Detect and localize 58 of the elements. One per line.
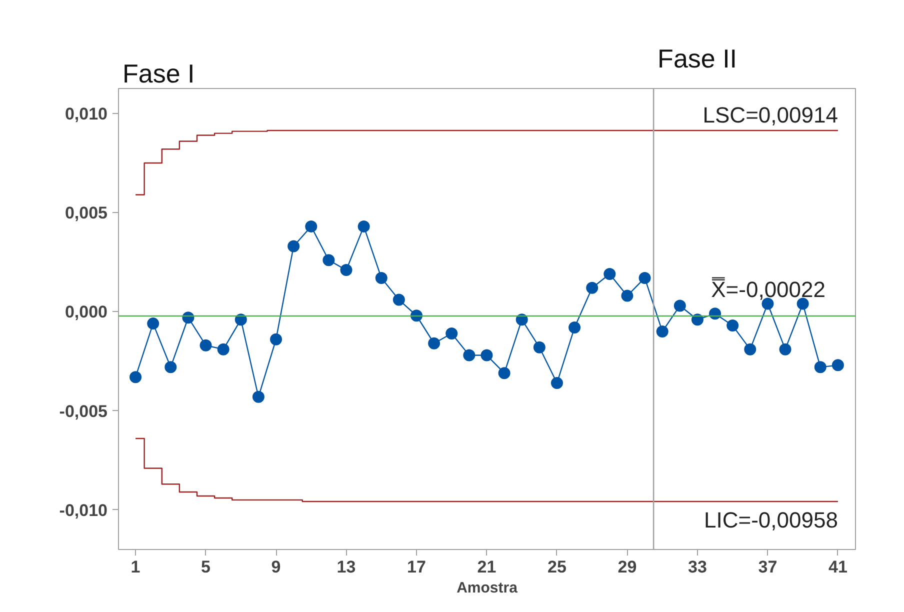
- x-tick-label: 29: [618, 558, 637, 576]
- x-tick-label: 17: [407, 558, 426, 576]
- point: [638, 272, 651, 284]
- point: [691, 314, 704, 326]
- point: [252, 390, 264, 403]
- point: [568, 322, 581, 334]
- point: [130, 371, 142, 384]
- x-tick-label: 37: [758, 558, 778, 576]
- y-tick-label: -0,010: [59, 500, 108, 520]
- point: [586, 282, 598, 294]
- point: [305, 220, 318, 232]
- point: [428, 337, 440, 350]
- point: [779, 343, 792, 356]
- point: [270, 333, 282, 346]
- annotation: LSC=0,00914: [702, 102, 838, 128]
- point: [498, 367, 510, 380]
- x-tick-label: 33: [688, 558, 707, 576]
- point: [375, 272, 388, 284]
- point: [446, 327, 458, 340]
- point: [744, 343, 756, 356]
- x-tick-label: 41: [828, 558, 848, 576]
- point: [604, 268, 616, 280]
- point: [726, 320, 739, 332]
- point: [217, 343, 230, 356]
- point: [463, 349, 476, 362]
- point: [621, 290, 634, 302]
- x-tick-label: 21: [477, 558, 496, 576]
- point: [164, 361, 177, 374]
- x-tick-label: 5: [201, 558, 211, 576]
- point: [288, 240, 300, 252]
- point: [234, 314, 247, 326]
- text: Fase I: [122, 58, 195, 88]
- x-tick-label: 13: [336, 558, 356, 576]
- x-tick-label: 9: [271, 558, 281, 576]
- point: [814, 361, 826, 374]
- y-tick-label: -0,005: [59, 402, 108, 421]
- point: [340, 264, 352, 276]
- point: [392, 294, 405, 306]
- ref-line-label: X̿=-0,00022: [711, 277, 826, 302]
- point: [533, 341, 546, 354]
- point: [832, 359, 844, 372]
- x-axis-title: Amostra: [456, 580, 518, 596]
- y-tick-label: 0,005: [64, 204, 108, 223]
- y-tick-label: 0,010: [64, 104, 108, 124]
- point: [516, 314, 528, 326]
- point: [674, 300, 686, 312]
- point: [322, 254, 335, 266]
- point: [656, 325, 668, 338]
- point: [550, 377, 563, 390]
- point: [200, 339, 212, 352]
- text: Fase II: [658, 44, 738, 74]
- point: [358, 220, 370, 232]
- point: [480, 349, 493, 362]
- annotation: LIC=-0,00958: [704, 508, 838, 533]
- x-tick-label: 25: [548, 558, 566, 576]
- x-tick-label: 1: [130, 558, 140, 576]
- point: [147, 318, 160, 330]
- y-tick-label: 0,000: [64, 302, 108, 322]
